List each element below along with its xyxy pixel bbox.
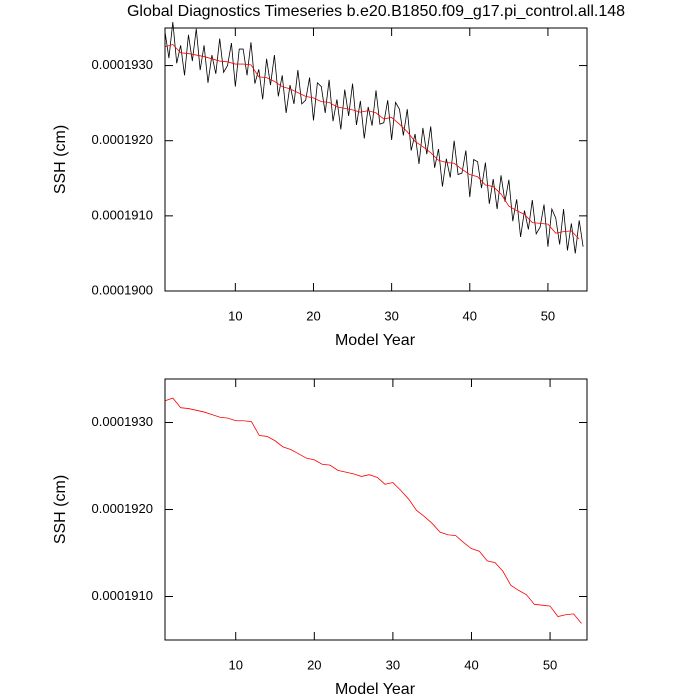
x-tick-label: 50 (541, 308, 555, 323)
x-tick-label: 20 (306, 308, 320, 323)
x-tick-label: 40 (464, 657, 478, 672)
x-tick-label: 10 (228, 308, 242, 323)
y-axis-label: SSH (cm) (52, 475, 69, 544)
y-tick-label: 0.0001920 (92, 501, 153, 516)
x-tick-label: 10 (228, 657, 242, 672)
x-axis-label: Model Year (335, 681, 416, 698)
x-tick-label: 50 (543, 657, 557, 672)
y-tick-label: 0.0001900 (92, 282, 153, 297)
x-axis-label: Model Year (335, 332, 416, 349)
x-tick-label: 20 (307, 657, 321, 672)
x-tick-label: 40 (463, 308, 477, 323)
chart-title: Global Diagnostics Timeseries b.e20.B185… (127, 3, 625, 20)
x-tick-label: 30 (386, 657, 400, 672)
plot-frame (164, 27, 588, 292)
x-tick-label: 30 (384, 308, 398, 323)
series-line (164, 21, 584, 254)
y-tick-label: 0.0001930 (92, 57, 153, 72)
series-line (164, 397, 582, 624)
series-line (164, 44, 580, 240)
y-tick-label: 0.0001930 (92, 414, 153, 429)
y-axis-label: SSH (cm) (52, 125, 69, 194)
y-tick-label: 0.0001920 (92, 132, 153, 147)
y-tick-label: 0.0001910 (92, 588, 153, 603)
y-tick-label: 0.0001910 (92, 207, 153, 222)
